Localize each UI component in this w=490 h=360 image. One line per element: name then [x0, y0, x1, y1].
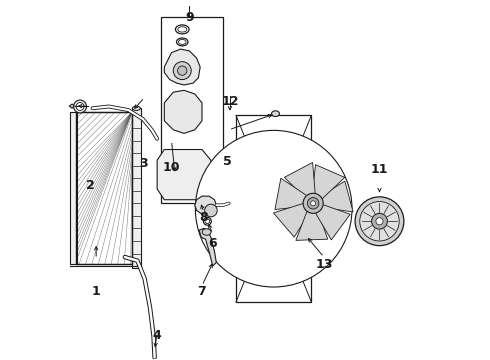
Polygon shape [284, 162, 316, 199]
Bar [236, 116, 311, 302]
Ellipse shape [178, 27, 187, 32]
Text: 9: 9 [186, 11, 195, 24]
Polygon shape [195, 196, 216, 214]
Ellipse shape [203, 217, 211, 225]
Bar [76, 112, 132, 264]
Circle shape [196, 130, 352, 287]
Polygon shape [312, 165, 345, 201]
Ellipse shape [202, 229, 211, 235]
Polygon shape [296, 209, 328, 240]
Circle shape [303, 193, 323, 213]
Polygon shape [157, 149, 211, 200]
Circle shape [177, 66, 187, 75]
Bar [76, 112, 132, 264]
Ellipse shape [175, 25, 189, 34]
Polygon shape [273, 203, 311, 237]
Bar [132, 108, 141, 268]
Text: 8: 8 [199, 211, 208, 224]
Polygon shape [69, 104, 74, 108]
Circle shape [360, 202, 399, 241]
Text: 4: 4 [153, 329, 162, 342]
Ellipse shape [271, 111, 279, 117]
Polygon shape [318, 181, 353, 212]
Text: 7: 7 [197, 285, 206, 298]
Ellipse shape [178, 40, 186, 44]
Circle shape [173, 62, 191, 80]
Text: 11: 11 [371, 163, 388, 176]
Ellipse shape [205, 219, 210, 224]
Ellipse shape [132, 106, 140, 111]
Text: 3: 3 [140, 157, 148, 170]
Circle shape [376, 218, 383, 225]
Text: 12: 12 [222, 95, 240, 108]
Circle shape [371, 213, 388, 229]
Text: 1: 1 [91, 285, 100, 298]
Bar [161, 17, 223, 203]
Circle shape [355, 197, 404, 246]
Text: 2: 2 [86, 179, 95, 192]
Ellipse shape [205, 204, 217, 217]
Text: 6: 6 [208, 237, 217, 250]
Polygon shape [164, 90, 202, 134]
Text: 5: 5 [223, 155, 232, 168]
Circle shape [76, 103, 84, 111]
Ellipse shape [176, 38, 188, 46]
Polygon shape [315, 204, 350, 240]
Circle shape [74, 100, 87, 113]
Text: 13: 13 [315, 258, 333, 271]
Circle shape [311, 201, 316, 206]
Bar [70, 112, 77, 264]
Polygon shape [275, 178, 309, 210]
Text: 10: 10 [163, 161, 180, 174]
Circle shape [307, 198, 319, 209]
Polygon shape [164, 49, 200, 85]
Polygon shape [199, 228, 216, 266]
